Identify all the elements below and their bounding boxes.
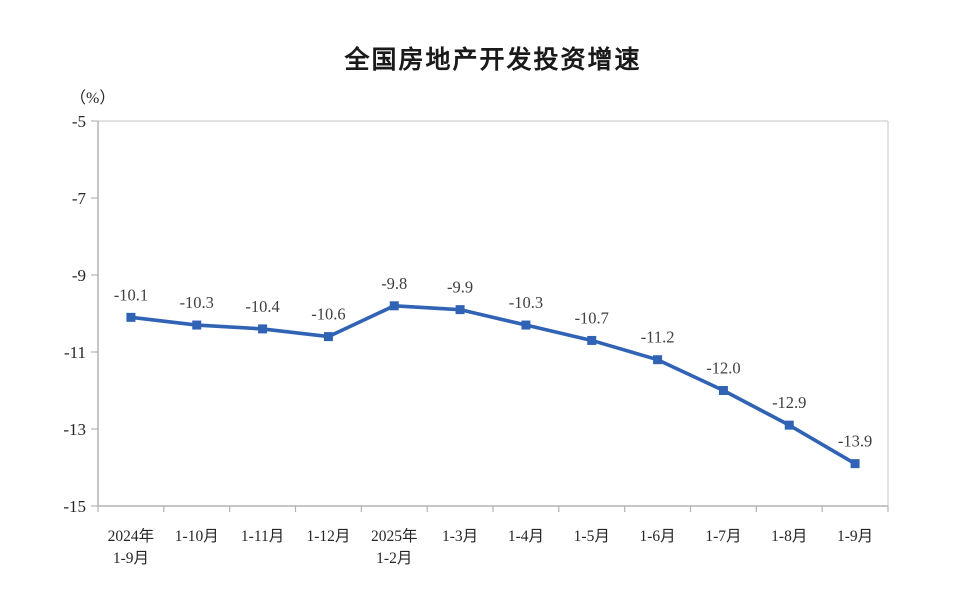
data-label: -9.9 — [447, 278, 473, 297]
x-tick-label: 1-6月 — [639, 528, 675, 545]
data-label: -10.3 — [509, 293, 543, 312]
y-tick-label: -13 — [63, 420, 86, 439]
chart-title: 全国房地产开发投资增速 — [344, 46, 642, 74]
data-point — [521, 320, 531, 330]
data-point — [455, 305, 465, 315]
x-tick-label: 1-5月 — [574, 528, 610, 545]
y-axis-unit-label: （%） — [70, 90, 116, 107]
data-point — [192, 320, 202, 330]
x-tick-label: 1-12月 — [306, 528, 350, 545]
data-point — [126, 312, 136, 322]
x-tick-label: 1-11月 — [241, 528, 284, 545]
data-label: -11.2 — [641, 328, 675, 347]
data-label: -10.6 — [311, 305, 345, 324]
data-line — [129, 303, 857, 466]
x-tick-label: 1-8月 — [771, 528, 807, 545]
data-point — [258, 324, 268, 334]
x-axis: 2024年 1-9月 1-10月 1-11月 1-12月 2025年 1-2月 1-3月 1-4… — [97, 506, 889, 567]
data-label: -12.0 — [706, 359, 740, 378]
y-tick-label: -5 — [72, 112, 86, 131]
data-point — [653, 355, 663, 365]
x-tick-label: 1-9月 — [837, 528, 873, 545]
y-tick-label: -7 — [72, 189, 87, 208]
data-point — [389, 301, 399, 311]
axes — [97, 121, 888, 507]
data-series — [129, 303, 857, 466]
x-tick-label: 1-10月 — [175, 528, 219, 545]
data-point — [323, 332, 333, 342]
data-point — [784, 420, 794, 430]
data-label: -9.8 — [381, 274, 407, 293]
x-tick-label: 2025年 1-2月 — [371, 527, 418, 567]
plot-border — [98, 120, 889, 506]
y-tick-label: -11 — [64, 343, 86, 362]
x-tick-label: 2024年 1-9月 — [108, 527, 155, 567]
data-label: -10.1 — [114, 285, 148, 304]
data-label: -13.9 — [838, 432, 872, 451]
data-point-markers — [126, 301, 860, 469]
data-point — [718, 386, 728, 395]
data-label: -10.4 — [245, 297, 279, 316]
y-tick-label: -9 — [72, 266, 86, 285]
x-tick-label: 1-4月 — [508, 528, 544, 545]
data-label: -12.9 — [772, 393, 806, 412]
x-tick-label: 1-7月 — [705, 528, 741, 545]
data-point — [587, 335, 597, 345]
x-tick-label: 1-3月 — [442, 528, 478, 545]
data-point — [850, 459, 860, 469]
y-tick-label: -15 — [63, 497, 86, 516]
data-labels: -10.1 -10.3 -10.4 -10.6 -9.8 -9.9 -10.3 -10.7 -1… — [114, 274, 873, 451]
data-label: -10.7 — [575, 308, 609, 327]
data-label: -10.3 — [180, 293, 214, 312]
y-axis: -5 -7 -9 -11 -13 -15 — [63, 112, 98, 516]
